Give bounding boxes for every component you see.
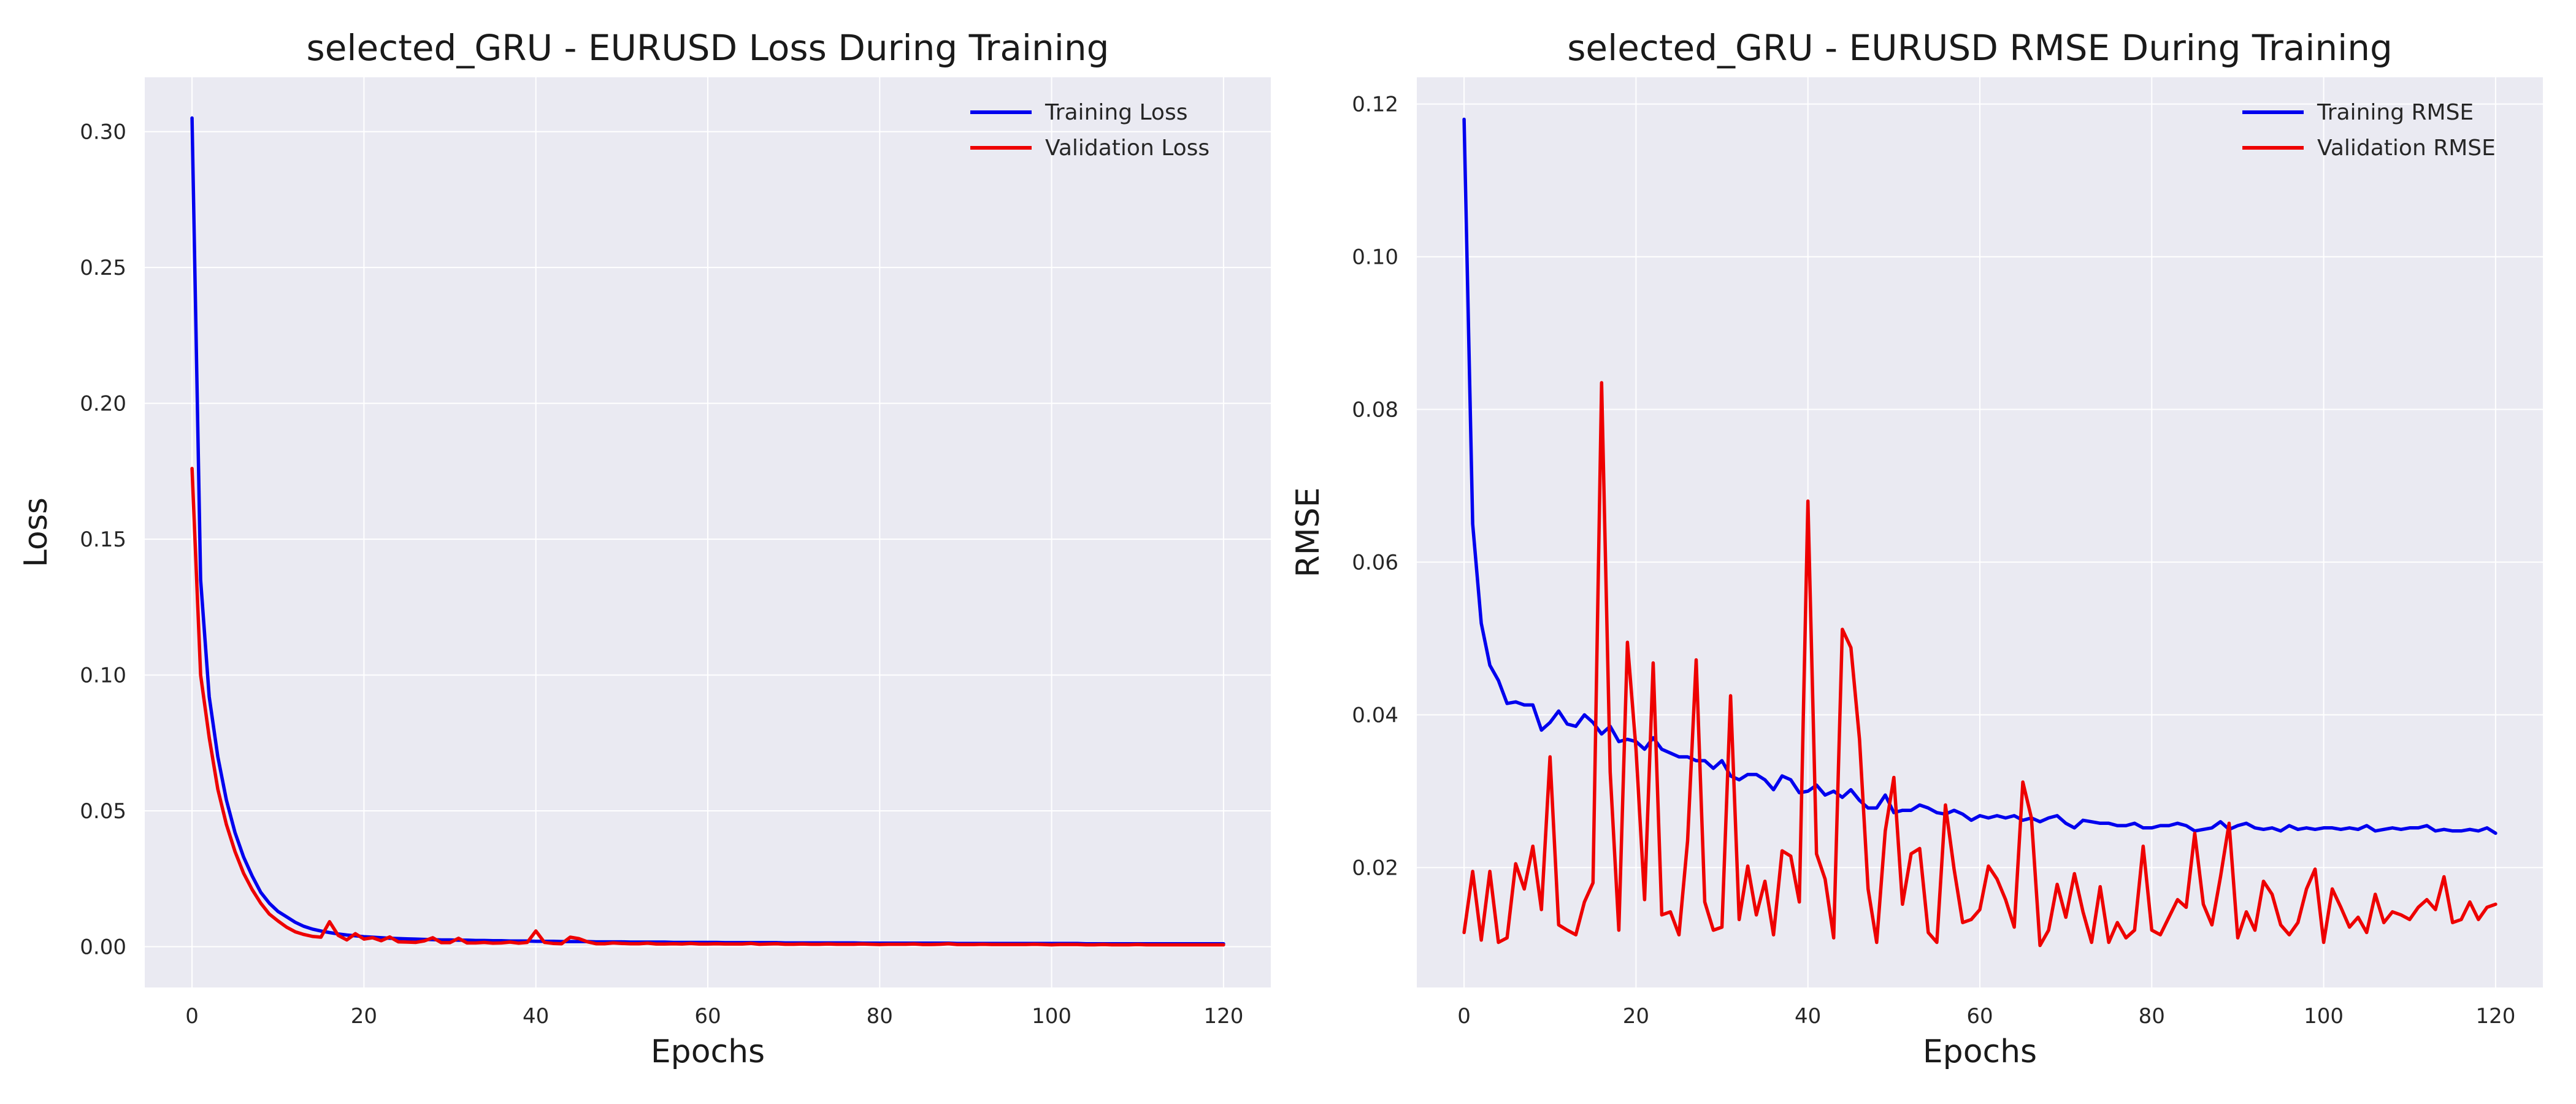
x-tick-label: 60 — [694, 1004, 721, 1029]
x-tick-label: 20 — [351, 1004, 377, 1029]
y-tick-label: 0.10 — [1352, 245, 1398, 270]
legend-label: Training RMSE — [2317, 100, 2474, 125]
y-tick-label: 0.06 — [1352, 551, 1398, 575]
y-tick-label: 0.12 — [1352, 93, 1398, 117]
x-tick-label: 100 — [1032, 1004, 1071, 1029]
y-axis-title: RMSE — [1290, 488, 1327, 578]
chart-title: selected_GRU - EURUSD Loss During Traini… — [307, 27, 1110, 69]
x-tick-label: 80 — [867, 1004, 893, 1029]
y-tick-label: 0.15 — [80, 527, 126, 552]
y-tick-label: 0.05 — [80, 799, 126, 824]
y-tick-label: 0.08 — [1352, 398, 1398, 423]
legend: Training RMSE Validation RMSE — [2242, 100, 2496, 161]
legend-label: Validation RMSE — [2317, 136, 2496, 161]
x-tick-label: 40 — [523, 1004, 549, 1029]
series-line-validation-rmse — [1462, 381, 2497, 948]
loss-chart: 0 20 40 60 80 100 120 0.00 0.05 0.10 0.15 0.20 0.25 0… — [18, 27, 1271, 1070]
y-tick-label: 0.20 — [80, 392, 126, 416]
x-tick-label: 100 — [2304, 1004, 2344, 1029]
legend-label: Training Loss — [1045, 100, 1187, 125]
series-line-validation-loss — [190, 467, 1225, 947]
rmse-chart: 0 20 40 60 80 100 120 0.02 0.04 0.06 0.08 0.10 0.12 s… — [1290, 27, 2543, 1070]
x-tick-label: 40 — [1795, 1004, 1821, 1029]
x-tick-label: 0 — [1457, 1004, 1471, 1029]
legend-label: Validation Loss — [1045, 136, 1209, 161]
x-axis-title: Epochs — [1923, 1033, 2037, 1070]
x-tick-label: 20 — [1623, 1004, 1649, 1029]
x-tick-label: 0 — [185, 1004, 199, 1029]
y-tick-label: 0.00 — [80, 935, 126, 960]
x-axis-title: Epochs — [651, 1033, 765, 1070]
y-tick-label: 0.04 — [1352, 703, 1398, 728]
chart-title: selected_GRU - EURUSD RMSE During Traini… — [1567, 27, 2393, 69]
y-tick-label: 0.02 — [1352, 856, 1398, 881]
legend: Training Loss Validation Loss — [970, 100, 1209, 161]
y-axis-title: Loss — [18, 497, 55, 567]
x-tick-label: 80 — [2139, 1004, 2165, 1029]
x-tick-label: 120 — [2475, 1004, 2515, 1029]
y-tick-label: 0.25 — [80, 256, 126, 280]
x-tick-label: 60 — [1966, 1004, 1993, 1029]
y-tick-label: 0.10 — [80, 664, 126, 688]
y-tick-label: 0.30 — [80, 120, 126, 145]
x-tick-label: 120 — [1203, 1004, 1243, 1029]
